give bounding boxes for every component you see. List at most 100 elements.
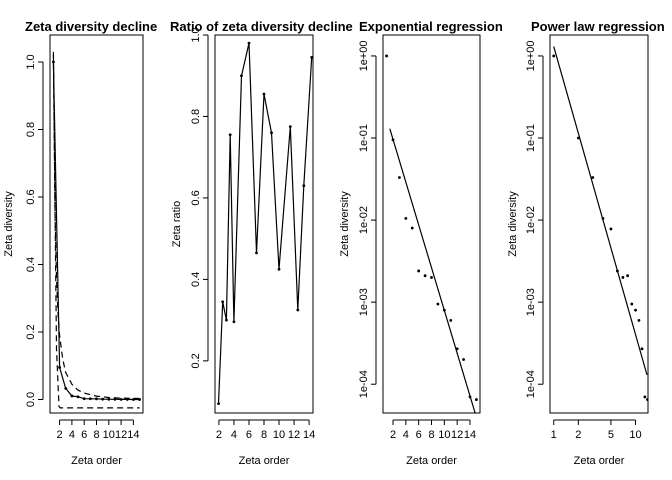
y-tick-label: 0.4 [25, 257, 37, 272]
data-point [404, 216, 408, 220]
plot-frame [49, 34, 144, 414]
x-tick-label: 10 [273, 429, 285, 441]
x-tick-label: 4 [69, 429, 75, 441]
data-point [436, 302, 440, 306]
data-point [552, 54, 556, 58]
plot-frame [214, 34, 314, 414]
data-point [221, 300, 225, 304]
y-tick-label: 1e+00 [525, 40, 537, 71]
data-point [630, 302, 634, 306]
data-point [609, 227, 613, 231]
y-tick-label: 1e-01 [358, 124, 370, 152]
data-point [302, 184, 306, 188]
chart-panel-3: Exponential regression 2 4 6 8 10 12 14 1e-04 1e-… [339, 19, 503, 467]
data-point [646, 398, 648, 401]
data-point [296, 308, 300, 312]
y-axis-label: Zeta diversity [339, 191, 351, 257]
data-point [398, 176, 401, 179]
data-point [462, 358, 465, 361]
x-tick-label: 14 [127, 429, 139, 441]
data-point [449, 318, 453, 322]
y-tick-label: 0.0 [25, 392, 37, 407]
chart-panel-4: Power law regression 1 2 5 10 1e-04 1e-03 1e-02… [507, 19, 665, 467]
data-point [247, 41, 251, 45]
chart-title: Exponential regression [359, 19, 503, 34]
data-point [70, 394, 74, 398]
plot-frame [549, 34, 649, 414]
x-tick-label: 2 [216, 429, 222, 441]
y-tick-label: 0.8 [25, 122, 37, 137]
x-tick-label: 12 [288, 429, 300, 441]
data-point [417, 269, 421, 273]
x-tick-label: 2 [57, 429, 63, 441]
x-tick-label: 10 [438, 429, 450, 441]
x-tick-label: 8 [93, 429, 99, 441]
x-tick-label: 8 [261, 429, 267, 441]
x-tick-label: 10 [103, 429, 115, 441]
data-point [640, 347, 644, 351]
data-point [310, 56, 313, 59]
plot-frame [382, 34, 481, 414]
data-point [119, 398, 123, 401]
x-tick-label: 4 [403, 429, 409, 441]
data-point [101, 397, 105, 401]
chart-title: Ratio of zeta diversity decline [170, 19, 353, 34]
data-point [277, 267, 281, 271]
series-line-2 [52, 51, 140, 400]
y-tick-label: 1e-03 [358, 288, 370, 316]
x-tick-label: 2 [390, 429, 396, 441]
x-axis-label: Zeta order [71, 455, 122, 467]
plot-area [52, 51, 141, 409]
y-tick-label: 0.6 [190, 190, 202, 205]
data-point [107, 397, 111, 401]
x-tick-label: 14 [303, 429, 315, 441]
data-point [82, 397, 86, 401]
data-point [95, 397, 98, 401]
y-axis-label: Zeta diversity [3, 191, 15, 257]
y-tick-label: 1e-02 [358, 206, 370, 234]
regression-line [553, 46, 648, 376]
x-tick-label: 6 [246, 429, 252, 441]
x-axis-label: Zeta order [239, 455, 290, 467]
data-point [113, 397, 117, 401]
data-point [410, 226, 414, 230]
x-axis-label: Zeta order [406, 455, 457, 467]
data-point [643, 395, 647, 399]
series-line-1 [217, 42, 313, 404]
data-point [255, 251, 258, 255]
y-tick-label: 0.6 [25, 189, 37, 204]
y-axis-label: Zeta diversity [507, 191, 519, 257]
x-axis-label: Zeta order [574, 455, 625, 467]
y-tick-label: 1e-03 [525, 288, 537, 316]
x-tick-label: 6 [416, 429, 422, 441]
y-tick-label: 1e-02 [525, 206, 537, 234]
x-tick-label: 8 [428, 429, 434, 441]
x-tick-label: 12 [451, 429, 463, 441]
y-tick-label: 1e-04 [525, 370, 537, 398]
y-tick-label: 1.0 [190, 27, 202, 42]
x-tick-label: 5 [608, 429, 614, 441]
data-point [430, 276, 433, 279]
data-point [385, 54, 388, 58]
plot-area [217, 41, 313, 406]
data-point [58, 366, 61, 369]
data-point [225, 318, 228, 322]
data-point [76, 395, 80, 399]
data-point [232, 320, 236, 324]
series-line-1 [52, 61, 140, 401]
y-tick-label: 1e+00 [358, 40, 370, 71]
y-tick-label: 0.2 [190, 353, 202, 368]
data-point [621, 276, 625, 279]
data-point [288, 125, 292, 129]
data-point [637, 318, 641, 322]
y-tick-label: 0.8 [190, 109, 202, 124]
x-tick-label: 4 [231, 429, 237, 441]
data-point [240, 74, 243, 78]
series-line-3 [52, 55, 140, 409]
x-tick-label: 2 [575, 429, 581, 441]
x-tick-label: 12 [115, 429, 127, 441]
chart-title: Power law regression [531, 19, 665, 34]
data-point [423, 274, 427, 278]
